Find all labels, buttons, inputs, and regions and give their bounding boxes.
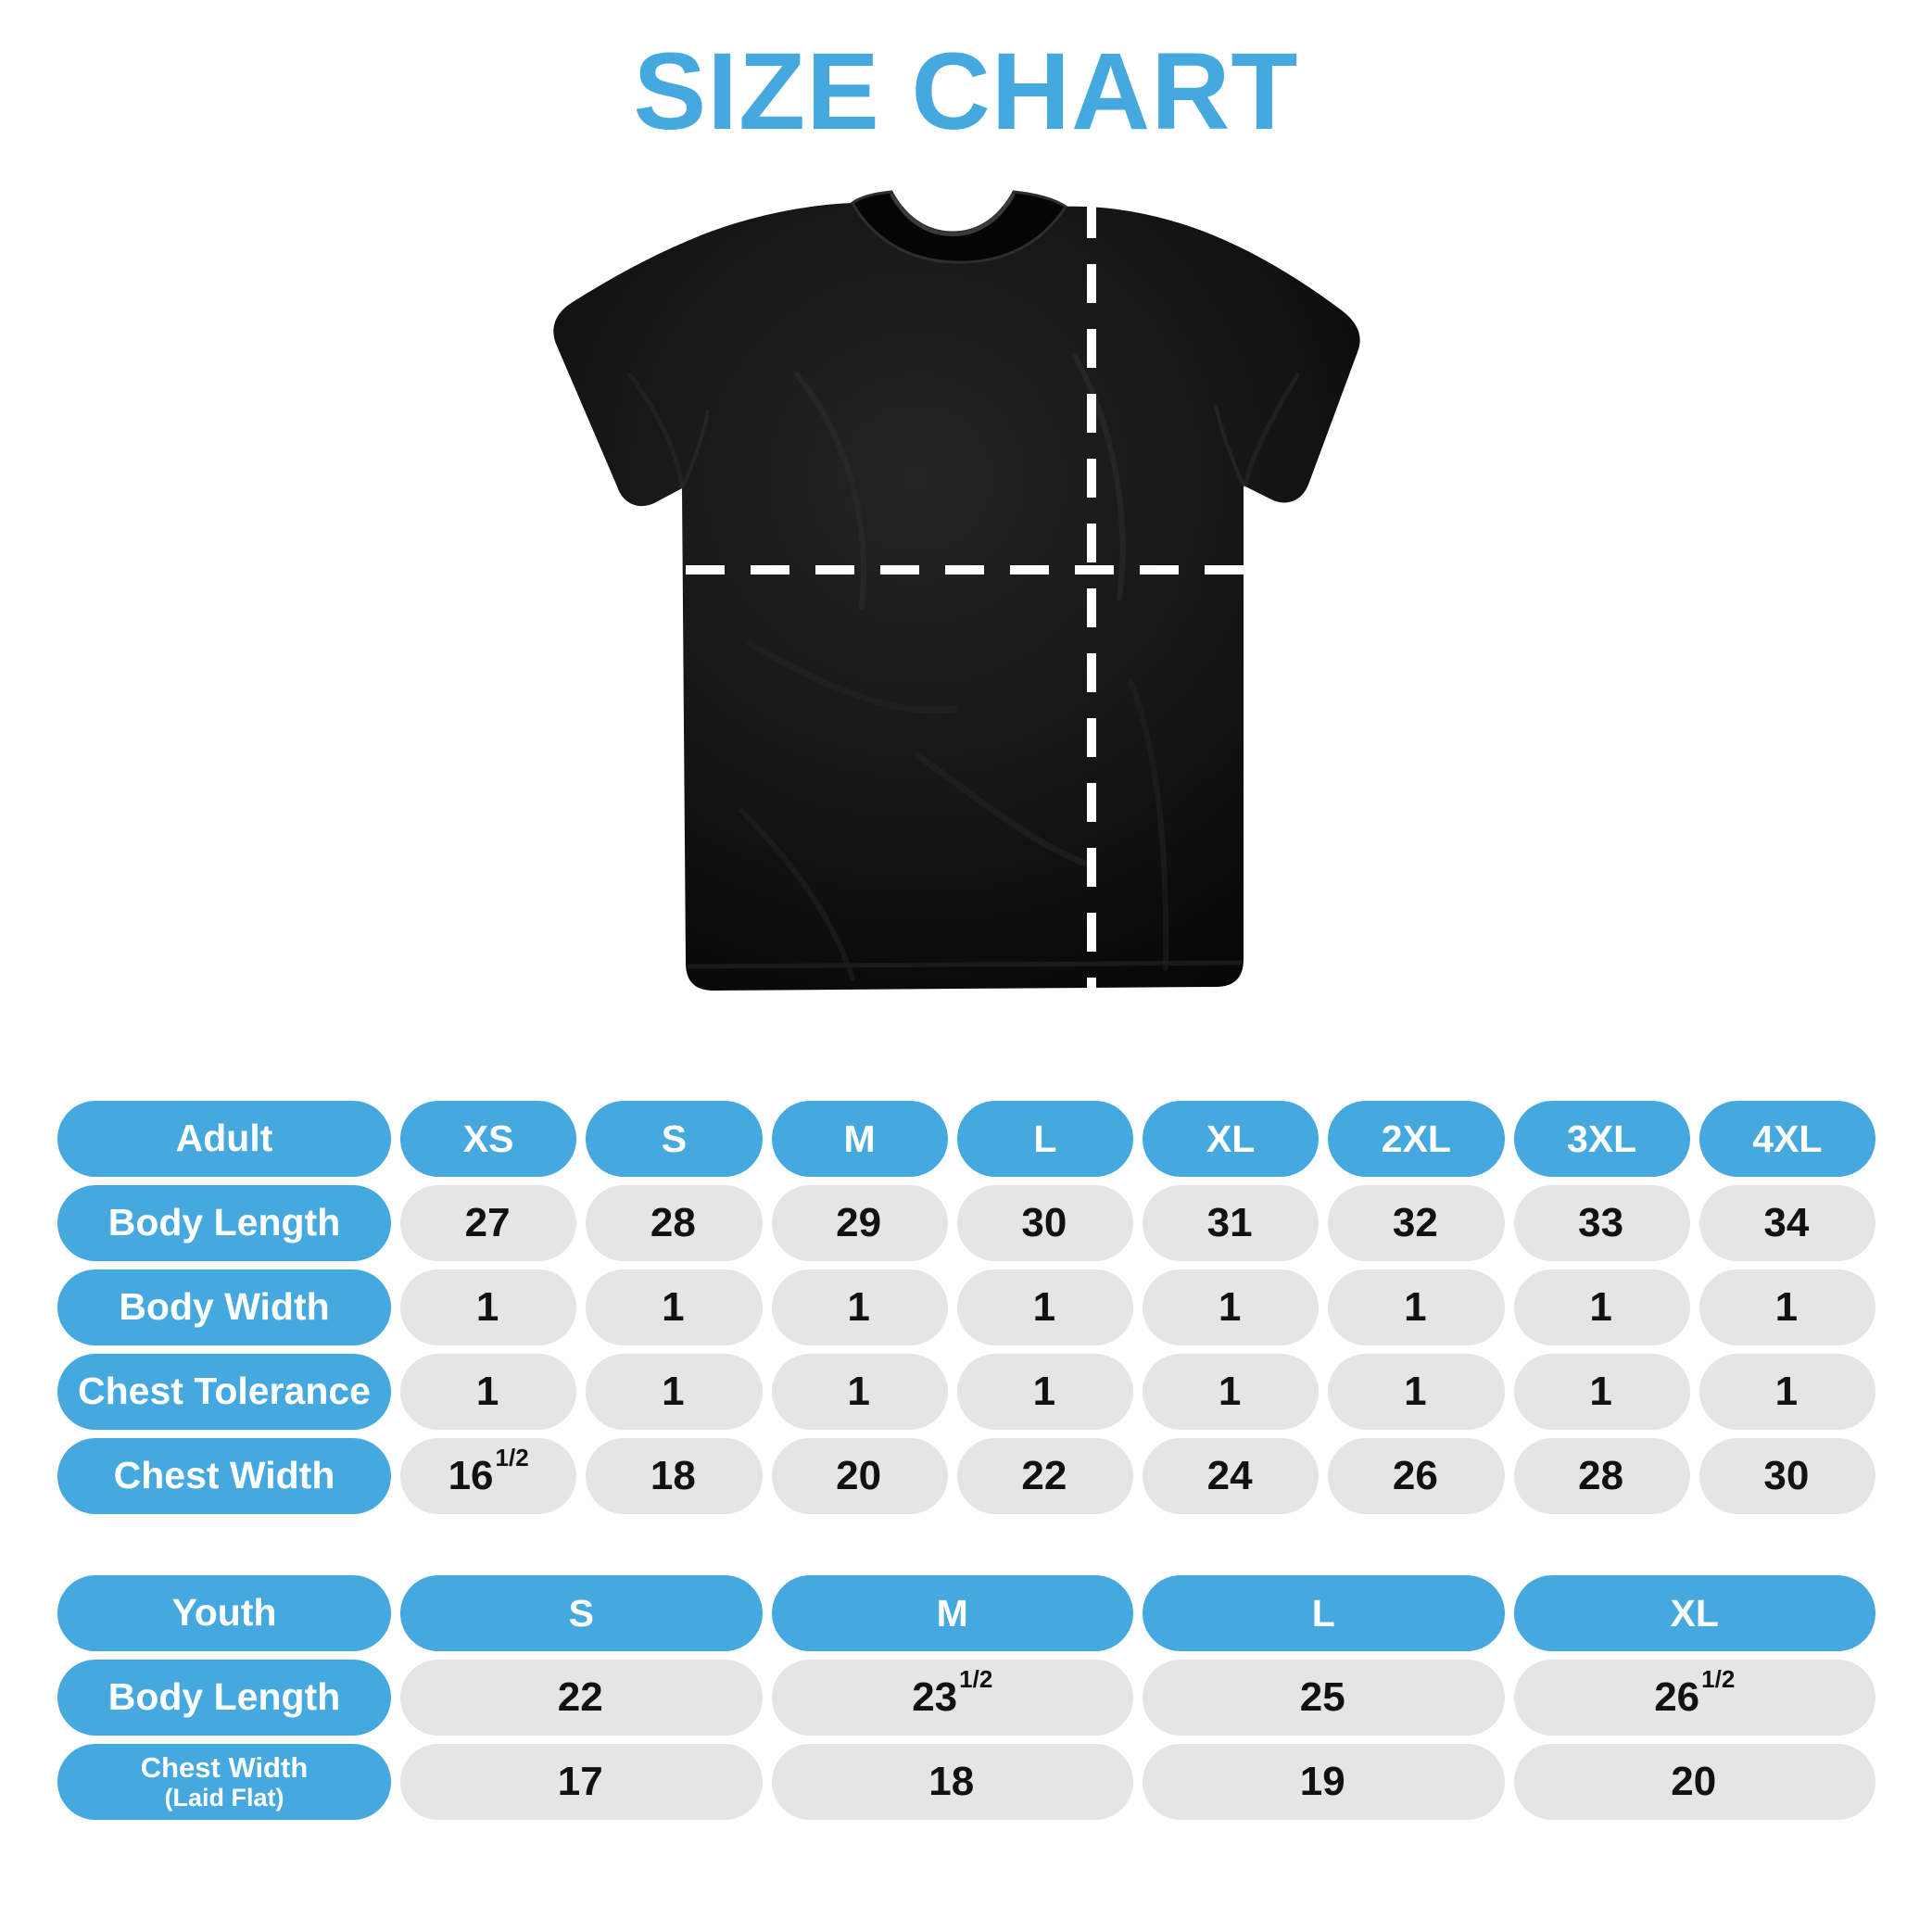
youth-size-header-s: S [400, 1575, 763, 1651]
youth-chest-width-label-main: Chest Width [140, 1750, 309, 1784]
adult-body-length-m: 29 [771, 1185, 948, 1261]
adult-size-header-l: L [956, 1101, 1133, 1177]
youth-size-header-l: L [1143, 1575, 1505, 1651]
adult-header-row: Adult XS S M L XL 2XL 3XL 4XL [57, 1101, 1875, 1177]
tshirt-illustration: width length [519, 162, 1614, 1033]
adult-body-width-label: Body Width [57, 1269, 391, 1345]
adult-size-header-s: S [586, 1101, 763, 1177]
adult-chest-width-l: 22 [956, 1438, 1133, 1514]
adult-body-width-xl: 1 [1143, 1269, 1320, 1345]
adult-body-width-3xl: 1 [1513, 1269, 1690, 1345]
tshirt-svg [553, 190, 1390, 1033]
youth-chest-width-xl: 20 [1513, 1744, 1875, 1820]
width-label: width [1281, 691, 1399, 740]
youth-chest-width-m: 18 [771, 1744, 1133, 1820]
adult-chest-width-4xl: 30 [1698, 1438, 1875, 1514]
adult-chest-tolerance-label: Chest Tolerance [57, 1354, 391, 1430]
adult-body-length-xl: 31 [1143, 1185, 1320, 1261]
adult-chest-tolerance-4xl: 1 [1698, 1354, 1875, 1430]
adult-chest-tolerance-2xl: 1 [1328, 1354, 1505, 1430]
adult-size-header-m: M [771, 1101, 948, 1177]
adult-body-width-4xl: 1 [1698, 1269, 1875, 1345]
adult-body-length-2xl: 32 [1328, 1185, 1505, 1261]
adult-chest-width-3xl: 28 [1513, 1438, 1690, 1514]
youth-chest-width-s: 17 [400, 1744, 763, 1820]
youth-chest-width-label-sub: (Laid Flat) [164, 1784, 284, 1812]
adult-body-length-row: Body Length 27 28 29 30 31 32 33 34 [57, 1185, 1875, 1261]
adult-size-header-xl: XL [1143, 1101, 1320, 1177]
adult-body-length-3xl: 33 [1513, 1185, 1690, 1261]
youth-chest-width-label: Chest Width (Laid Flat) [57, 1744, 391, 1820]
adult-body-width-l: 1 [956, 1269, 1133, 1345]
shirt-hem [687, 960, 1243, 969]
adult-chest-tolerance-s: 1 [586, 1354, 763, 1430]
shirt-collar-inner [890, 193, 1016, 237]
adult-size-header-3xl: 3XL [1513, 1101, 1690, 1177]
adult-chest-width-s: 18 [586, 1438, 763, 1514]
youth-chest-width-row: Chest Width (Laid Flat) 17 18 19 20 [57, 1744, 1875, 1820]
adult-body-width-m: 1 [771, 1269, 948, 1345]
adult-size-header-xs: XS [400, 1101, 577, 1177]
adult-size-table: Adult XS S M L XL 2XL 3XL 4XL Body Lengt… [57, 1101, 1875, 1514]
adult-body-length-label: Body Length [57, 1185, 391, 1261]
adult-chest-tolerance-3xl: 1 [1513, 1354, 1690, 1430]
youth-size-header-xl: XL [1513, 1575, 1875, 1651]
adult-table-title: Adult [57, 1101, 391, 1177]
adult-chest-width-row: Chest Width 16 1/2 18 20 22 24 26 28 30 [57, 1438, 1875, 1514]
adult-body-length-xs: 27 [400, 1185, 577, 1261]
youth-body-length-m: 23 1/2 [771, 1660, 1133, 1736]
adult-chest-width-xs: 16 1/2 [400, 1438, 577, 1514]
adult-size-header-4xl: 4XL [1698, 1101, 1875, 1177]
youth-body-length-xl: 26 1/2 [1513, 1660, 1875, 1736]
adult-chest-width-label: Chest Width [57, 1438, 391, 1514]
youth-body-length-label: Body Length [57, 1660, 391, 1736]
adult-chest-width-m: 20 [771, 1438, 948, 1514]
adult-body-length-l: 30 [956, 1185, 1133, 1261]
youth-header-row: Youth S M L XL [57, 1575, 1875, 1651]
shirt-fabric-folds [627, 354, 1300, 980]
adult-chest-tolerance-m: 1 [771, 1354, 948, 1430]
youth-table-title: Youth [57, 1575, 391, 1651]
youth-size-table: Youth S M L XL Body Length 22 23 1/2 25 2… [57, 1575, 1875, 1820]
adult-body-width-xs: 1 [400, 1269, 577, 1345]
adult-chest-tolerance-l: 1 [956, 1354, 1133, 1430]
youth-chest-width-l: 19 [1143, 1744, 1505, 1820]
shirt-body-shape [553, 203, 1360, 991]
adult-body-width-2xl: 1 [1328, 1269, 1505, 1345]
adult-body-length-s: 28 [586, 1185, 763, 1261]
youth-size-header-m: M [771, 1575, 1133, 1651]
youth-body-length-s: 22 [400, 1660, 763, 1736]
page-title: SIZE CHART [633, 31, 1299, 153]
adult-body-width-s: 1 [586, 1269, 763, 1345]
adult-body-width-row: Body Width 1 1 1 1 1 1 1 1 [57, 1269, 1875, 1345]
shirt-left-sleeve-seam [680, 410, 710, 489]
adult-chest-width-xl: 24 [1143, 1438, 1320, 1514]
adult-body-length-4xl: 34 [1698, 1185, 1875, 1261]
shirt-right-sleeve-seam [1214, 404, 1245, 486]
youth-body-length-l: 25 [1143, 1660, 1505, 1736]
length-label: length [1565, 392, 1614, 528]
adult-chest-tolerance-row: Chest Tolerance 1 1 1 1 1 1 1 1 [57, 1354, 1875, 1430]
adult-chest-tolerance-xl: 1 [1143, 1354, 1320, 1430]
adult-chest-tolerance-xs: 1 [400, 1354, 577, 1430]
youth-body-length-row: Body Length 22 23 1/2 25 26 1/2 [57, 1660, 1875, 1736]
adult-chest-width-2xl: 26 [1328, 1438, 1505, 1514]
adult-size-header-2xl: 2XL [1328, 1101, 1505, 1177]
